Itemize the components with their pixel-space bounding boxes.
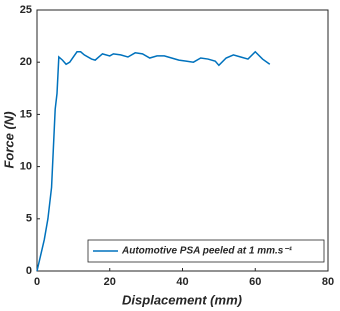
y-tick-label: 10 [20, 161, 32, 173]
x-tick-label: 40 [176, 276, 188, 288]
legend-label: Automotive PSA peeled at 1 mm.s⁻¹ [121, 246, 293, 257]
legend-box [87, 239, 325, 263]
y-tick-label: 5 [26, 213, 32, 225]
y-tick-label: 15 [20, 108, 32, 120]
plot-frame [36, 9, 329, 272]
y-tick-label: 20 [20, 56, 32, 68]
y-axis-label: Force (N) [1, 111, 16, 168]
x-tick-label: 60 [249, 276, 261, 288]
x-tick-label: 80 [322, 276, 334, 288]
y-tick-label: 0 [26, 265, 32, 277]
x-tick-label: 0 [34, 276, 40, 288]
y-tick-label: 25 [20, 4, 32, 16]
x-axis-label: Displacement (mm) [122, 292, 242, 307]
data-line [36, 50, 271, 272]
x-tick-label: 20 [104, 276, 116, 288]
